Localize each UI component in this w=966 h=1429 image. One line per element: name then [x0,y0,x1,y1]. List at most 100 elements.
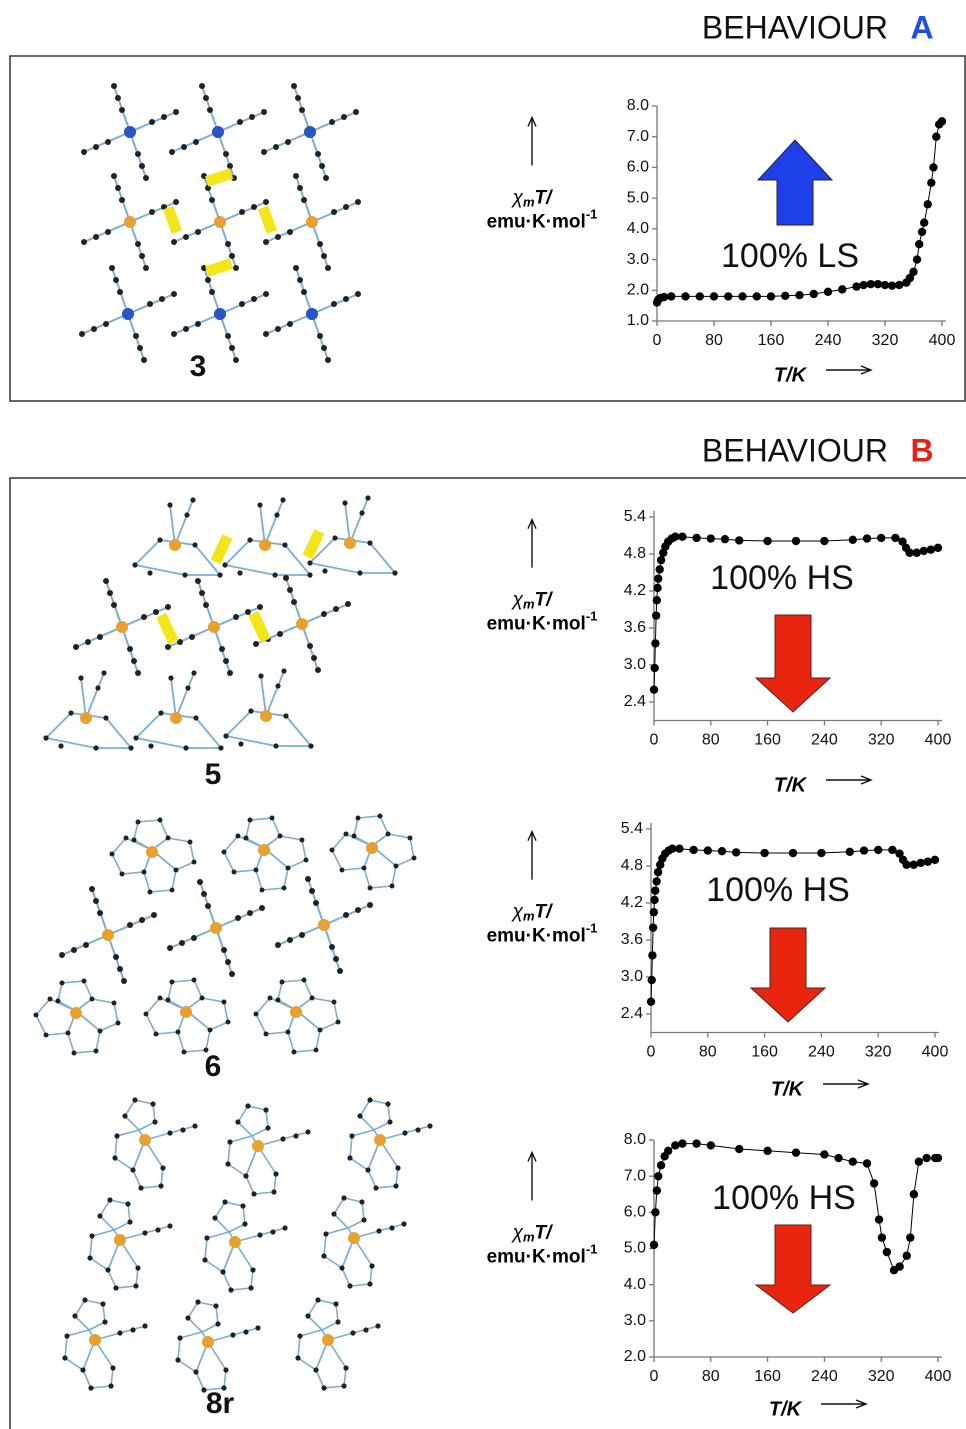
heading: BEHAVIOUR [702,9,888,45]
data-point [888,281,896,289]
data-point [667,292,675,300]
data-point [883,1248,891,1256]
y-tick-label: 3.0 [621,968,643,985]
data-point [909,268,917,276]
x-tick-label: 0 [650,732,659,749]
axis-arrow [826,366,871,374]
y-axis-label: χmT/ [511,1223,554,1245]
data-point [917,859,925,867]
data-point [870,1179,878,1187]
y-label-subscript: m [523,195,535,210]
data-point [927,545,935,553]
data-point [664,1147,672,1155]
data-point [660,293,668,301]
y-label-rest: T/ [535,590,554,611]
y-tick-label: 8.0 [627,97,649,114]
annotation: 100% HS [706,871,850,909]
up-arrow [758,140,832,225]
y-label-rest: T/ [535,1223,554,1244]
y-label-subscript: m [523,597,535,612]
y-tick-label: 4.8 [624,545,646,562]
y-tick-label: 4.0 [624,1276,646,1293]
data-point [924,857,932,865]
annotation: 100% HS [710,559,854,597]
data-point [877,534,885,542]
y-tick-label: 7.0 [627,128,649,145]
data-point [810,290,818,298]
x-tick-label: 320 [868,1368,895,1385]
data-point [913,255,921,263]
y-axis-label: emu·K·mol-1 [487,921,598,947]
data-point [718,847,726,855]
y-axis-label: χmT/ [511,590,554,612]
data-point [910,861,918,869]
y-tick-label: 1.0 [627,312,649,329]
data-point [934,544,942,552]
crystal-structure [62,1097,432,1392]
data-point [653,1186,661,1194]
y-tick-label: 7.0 [624,1167,646,1184]
heading: BEHAVIOUR [702,432,888,468]
y-label-units: emu·K·mol [487,1247,586,1268]
data-point [671,1141,679,1149]
data-point [932,133,940,141]
y-tick-label: 5.4 [621,820,643,837]
data-point [738,292,746,300]
data-point [707,534,715,542]
data-point [721,535,729,543]
x-tick-label: 0 [647,1044,656,1061]
data-point [781,292,789,300]
data-point [874,846,882,854]
y-tick-label: 5.0 [627,189,649,206]
y-tick-label: 5.0 [624,1240,646,1257]
data-point [735,1145,743,1153]
data-point [838,285,846,293]
y-tick-label: 2.4 [621,1005,643,1022]
y-tick-label: 3.6 [621,931,643,948]
data-point [860,846,868,854]
data-point [863,534,871,542]
y-label-units: emu·K·mol [487,614,586,635]
down-arrow [756,1225,830,1313]
y-tick-label: 8.0 [624,1131,646,1148]
data-point [650,1241,658,1249]
compound-label: 6 [205,1050,222,1083]
data-point [710,292,718,300]
data-point [763,1147,771,1155]
data-point [654,1172,662,1180]
data-point [654,574,662,582]
y-axis-label: χmT/ [511,902,554,924]
data-point [934,1154,942,1162]
y-label-exponent: -1 [586,1242,598,1257]
data-point [678,1139,686,1147]
data-point [924,200,932,208]
data-point [763,537,771,545]
data-point [724,292,732,300]
y-label-subscript: m [523,909,535,924]
data-point [648,951,656,959]
x-axis-label: T/K [774,774,808,796]
x-tick-label: 240 [815,332,842,349]
data-point [895,281,903,289]
y-label-units: emu·K·mol [487,212,586,233]
data-point [792,1148,800,1156]
y-axis-label: emu·K·mol-1 [487,609,598,635]
heading-letter: B [910,432,933,468]
data-point [846,848,854,856]
x-tick-label: 400 [925,732,952,749]
data-point [657,556,665,564]
data-point [881,281,889,289]
x-tick-label: 160 [754,1368,781,1385]
data-point [692,534,700,542]
x-axis-label: T/K [774,364,808,386]
data-point [649,923,657,931]
data-point [929,163,937,171]
compound-label: 5 [205,758,222,791]
data-point [874,280,882,288]
heading-letter: A [910,9,933,45]
x-tick-label: 80 [705,332,723,349]
data-point [849,1158,857,1166]
x-tick-label: 240 [808,1044,835,1061]
annotation: 100% LS [721,237,859,275]
data-point [852,282,860,290]
